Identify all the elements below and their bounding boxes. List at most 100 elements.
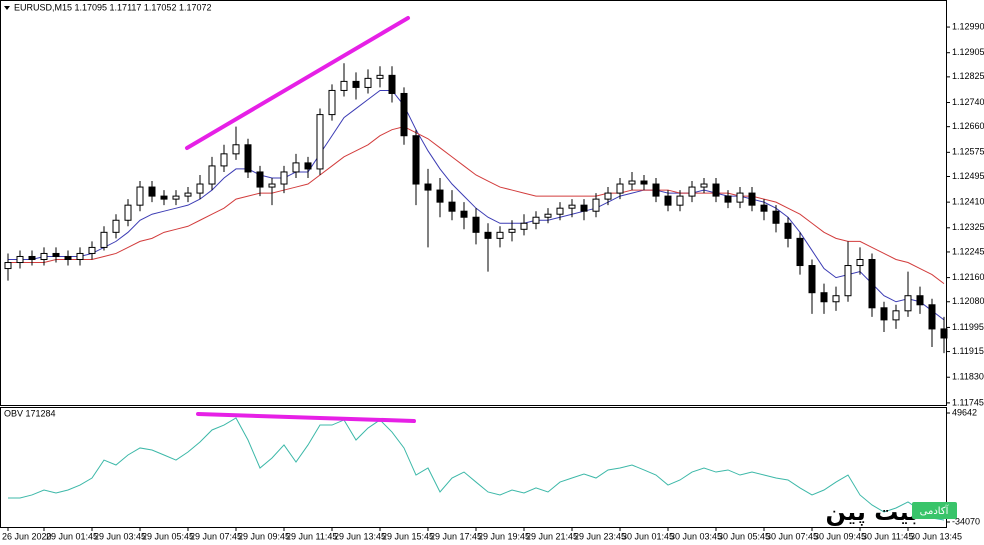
watermark-badge [912, 502, 957, 519]
candle-body [184, 192, 192, 197]
candle-body [760, 204, 768, 212]
price-panel-frame [0, 0, 947, 406]
candle-body [520, 222, 528, 230]
x-tick-label: 29 Jun 23:45 [574, 531, 626, 541]
candle-body [124, 204, 132, 221]
candle-body [340, 80, 348, 91]
candle-body [892, 310, 900, 321]
y-tick-label: 1.11830 [952, 372, 984, 382]
candle-body [448, 201, 456, 212]
x-tick-label: 29 Jun 01:45 [46, 531, 98, 541]
candle-body [112, 219, 120, 233]
indicator-title: OBV 171284 [4, 408, 56, 418]
candle-body [412, 135, 420, 185]
x-tick-label: 30 Jun 03:45 [670, 531, 722, 541]
obv-panel-frame [0, 407, 947, 528]
candle-body [748, 192, 756, 206]
x-tick-label: 29 Jun 17:45 [430, 531, 482, 541]
candle-body [352, 80, 360, 88]
candle-body [628, 180, 636, 185]
candle-body [916, 295, 924, 306]
candle-body [688, 186, 696, 197]
candle-body [40, 252, 48, 260]
x-tick-label: 29 Jun 07:45 [190, 531, 242, 541]
candle-body [472, 216, 480, 233]
candle-body [232, 144, 240, 155]
candle-body [208, 165, 216, 185]
candle-body [100, 231, 108, 248]
candle-body [700, 183, 708, 188]
candle-body [376, 74, 384, 79]
x-tick-label: 30 Jun 13:45 [910, 531, 962, 541]
y-tick-label: 1.12245 [952, 246, 984, 256]
candle-body [76, 252, 84, 260]
candle-body [436, 189, 444, 203]
candle-body [160, 195, 168, 200]
y-tick-label: 1.12990 [952, 21, 984, 31]
y-tick-label: 1.11915 [952, 346, 984, 356]
candle-body [772, 210, 780, 224]
candle-body [808, 265, 816, 294]
x-tick-label: 26 Jun 2020 [2, 531, 52, 541]
plot-area: 1.12990 1.12905 1.12825 1.12740 1.12660 1.125… [2, 21, 984, 541]
candle-body [244, 144, 252, 173]
x-tick-label: 29 Jun 05:45 [142, 531, 194, 541]
candle-body [568, 204, 576, 209]
candle-body [400, 92, 408, 137]
trendline [196, 412, 416, 423]
x-tick-label: 30 Jun 01:45 [622, 531, 674, 541]
candle-body [784, 222, 792, 239]
candle-body [304, 162, 312, 170]
candle-body [16, 255, 24, 264]
candle-body [820, 292, 828, 303]
candle-body [280, 171, 288, 185]
watermark-brand: بیت پین [826, 498, 919, 526]
x-tick-label: 29 Jun 15:45 [382, 531, 434, 541]
candle-body [868, 258, 876, 309]
candle-body [364, 77, 372, 88]
candle-body [424, 183, 432, 191]
y-tick-label: 1.12410 [952, 197, 984, 207]
candle-body [580, 204, 588, 212]
y-tick-label: 1.12825 [952, 71, 984, 81]
x-tick-label: 29 Jun 03:45 [94, 531, 146, 541]
candle-body [904, 295, 912, 312]
y-tick-label: 1.11745 [952, 397, 984, 407]
candle-body [172, 195, 180, 200]
candle-body [496, 231, 504, 239]
candle-body [712, 183, 720, 197]
candle-body [4, 262, 12, 270]
symbol-menu-icon[interactable] [4, 6, 10, 10]
candle-body [388, 74, 396, 94]
x-tick-label: 30 Jun 05:45 [718, 531, 770, 541]
x-tick-label: 30 Jun 11:45 [862, 531, 913, 541]
moving-average [8, 89, 945, 321]
obv-line [8, 417, 945, 521]
candle-body [652, 183, 660, 197]
watermark-tag: آکادمی [920, 504, 950, 517]
y-tick-label: 1.12080 [952, 296, 984, 306]
candle-body [28, 255, 36, 260]
candle-body [928, 304, 936, 330]
candle-body [676, 195, 684, 206]
y-tick-label: -34070 [952, 516, 980, 526]
candle-body [484, 231, 492, 239]
candle-body [604, 192, 612, 200]
candle-body [52, 252, 60, 257]
candle-body [844, 265, 852, 297]
candle-body [88, 246, 96, 254]
candle-body [556, 207, 564, 215]
y-tick-label: 49642 [952, 407, 977, 417]
candle-body [292, 162, 300, 173]
candle-body [856, 258, 864, 267]
x-tick-label: 29 Jun 11:45 [286, 531, 337, 541]
candle-body [592, 198, 600, 212]
y-tick-label: 1.12905 [952, 47, 984, 57]
candle-body [508, 228, 516, 233]
candle-body [736, 192, 744, 203]
candle-body [220, 153, 228, 167]
candle-body [316, 114, 324, 170]
x-tick-label: 30 Jun 09:45 [814, 531, 866, 541]
candle-body [880, 307, 888, 321]
